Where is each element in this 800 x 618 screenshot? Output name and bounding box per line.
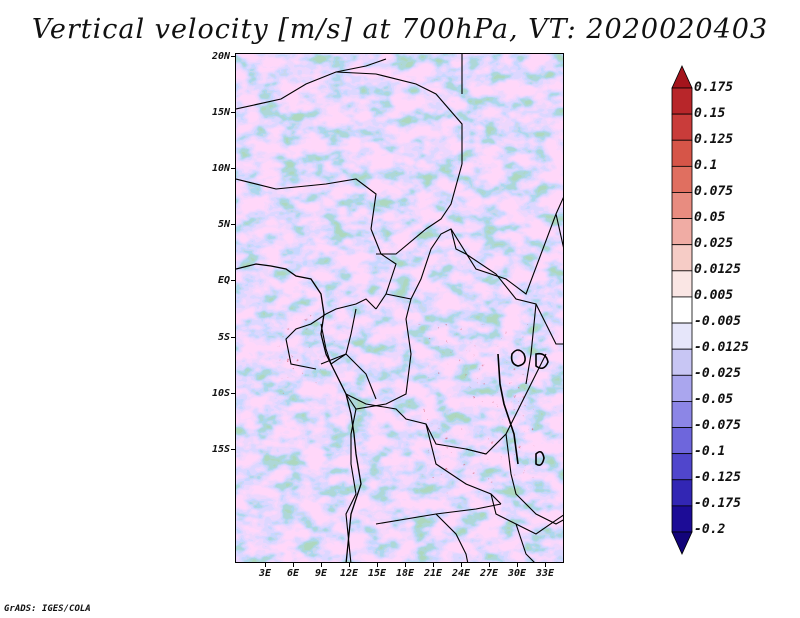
colorbar-tick-label: 0.1 <box>694 158 718 173</box>
colorbar-tick-label: 0.005 <box>694 288 734 303</box>
lon-tick-mark <box>377 563 378 567</box>
colorbar-swatch <box>671 401 693 428</box>
lon-tick-label: 21E <box>423 568 443 579</box>
lon-tick-mark <box>349 563 350 567</box>
colorbar-tick-label: -0.005 <box>694 314 741 329</box>
colorbar-tick-label: 0.075 <box>694 184 734 199</box>
colorbar-swatch <box>671 113 693 141</box>
colorbar-swatch <box>671 296 693 324</box>
colorbar <box>671 65 693 555</box>
chart-title: Vertical velocity [m/s] at 700hPa, VT: 2… <box>31 14 769 45</box>
lat-tick-mark <box>231 449 235 450</box>
colorbar-swatch <box>671 531 693 555</box>
lon-tick-mark <box>545 563 546 567</box>
lat-tick-mark <box>231 224 235 225</box>
lat-tick-mark <box>231 112 235 113</box>
colorbar-tick-label: 0.0125 <box>694 262 741 277</box>
colorbar-tick-label: -0.1 <box>694 444 726 459</box>
strong-ascent-patches <box>416 324 536 494</box>
lon-tick-label: 24E <box>451 568 471 579</box>
lat-tick-mark <box>231 168 235 169</box>
lakes <box>497 349 549 466</box>
lon-tick-label: 30E <box>507 568 527 579</box>
colorbar-swatch <box>671 65 693 89</box>
lat-tick-label: 20N <box>211 51 230 62</box>
coastline <box>236 263 362 562</box>
lat-tick-label: EQ <box>217 275 230 286</box>
lon-tick-label: 12E <box>339 568 359 579</box>
colorbar-tick-label: 0.025 <box>694 236 734 251</box>
lat-tick-mark <box>231 393 235 394</box>
lat-tick-label: 15N <box>211 107 230 118</box>
country-borders <box>236 54 563 562</box>
colorbar-swatch <box>671 192 693 219</box>
colorbar-swatch <box>671 348 693 376</box>
lon-tick-label: 15E <box>367 568 387 579</box>
colorbar-tick-label: 0.125 <box>694 132 734 147</box>
lat-tick-label: 10S <box>211 388 230 399</box>
lon-tick-label: 27E <box>479 568 499 579</box>
colorbar-swatch <box>671 270 693 298</box>
colorbar-swatch <box>671 165 693 193</box>
lon-tick-label: 3E <box>258 568 272 579</box>
colorbar-tick-label: -0.025 <box>694 366 741 381</box>
lon-tick-mark <box>489 563 490 567</box>
lon-tick-label: 9E <box>314 568 328 579</box>
lat-tick-mark <box>231 280 235 281</box>
colorbar-swatch <box>671 505 693 533</box>
lon-tick-mark <box>517 563 518 567</box>
colorbar-tick-label: 0.05 <box>694 210 726 225</box>
colorbar-swatch <box>671 244 693 272</box>
lon-tick-mark <box>433 563 434 567</box>
colorbar-tick-label: 0.175 <box>694 80 734 95</box>
colorbar-swatch <box>671 427 693 455</box>
colorbar-swatch <box>671 374 693 402</box>
colorbar-swatch <box>671 218 693 246</box>
lat-tick-label: 15S <box>211 444 230 455</box>
colorbar-tick-label: -0.175 <box>694 496 741 511</box>
lat-tick-mark <box>231 337 235 338</box>
lon-tick-label: 33E <box>535 568 555 579</box>
lon-tick-mark <box>293 563 294 567</box>
lat-tick-label: 5S <box>217 332 230 343</box>
velocity-field <box>236 54 563 562</box>
colorbar-swatch <box>671 322 693 350</box>
lon-tick-mark <box>265 563 266 567</box>
grads-credit: GrADS: IGES/COLA <box>4 604 91 614</box>
colorbar-tick-label: -0.125 <box>694 470 741 485</box>
colorbar-swatch <box>671 453 693 481</box>
vertical-velocity-map <box>235 53 564 563</box>
colorbar-tick-label: -0.05 <box>694 392 734 407</box>
colorbar-tick-label: -0.0125 <box>694 340 749 355</box>
colorbar-swatch <box>671 87 693 115</box>
lon-tick-label: 18E <box>395 568 415 579</box>
colorbar-tick-label: -0.2 <box>694 522 726 537</box>
colorbar-tick-label: 0.15 <box>694 106 726 121</box>
lon-tick-mark <box>405 563 406 567</box>
lat-tick-label: 10N <box>211 163 230 174</box>
lon-tick-label: 6E <box>286 568 300 579</box>
colorbar-swatch <box>671 479 693 507</box>
lon-tick-mark <box>321 563 322 567</box>
lat-tick-mark <box>231 56 235 57</box>
lon-tick-mark <box>461 563 462 567</box>
colorbar-tick-label: -0.075 <box>694 418 741 433</box>
lat-tick-label: 5N <box>217 219 230 230</box>
colorbar-swatch <box>671 139 693 167</box>
